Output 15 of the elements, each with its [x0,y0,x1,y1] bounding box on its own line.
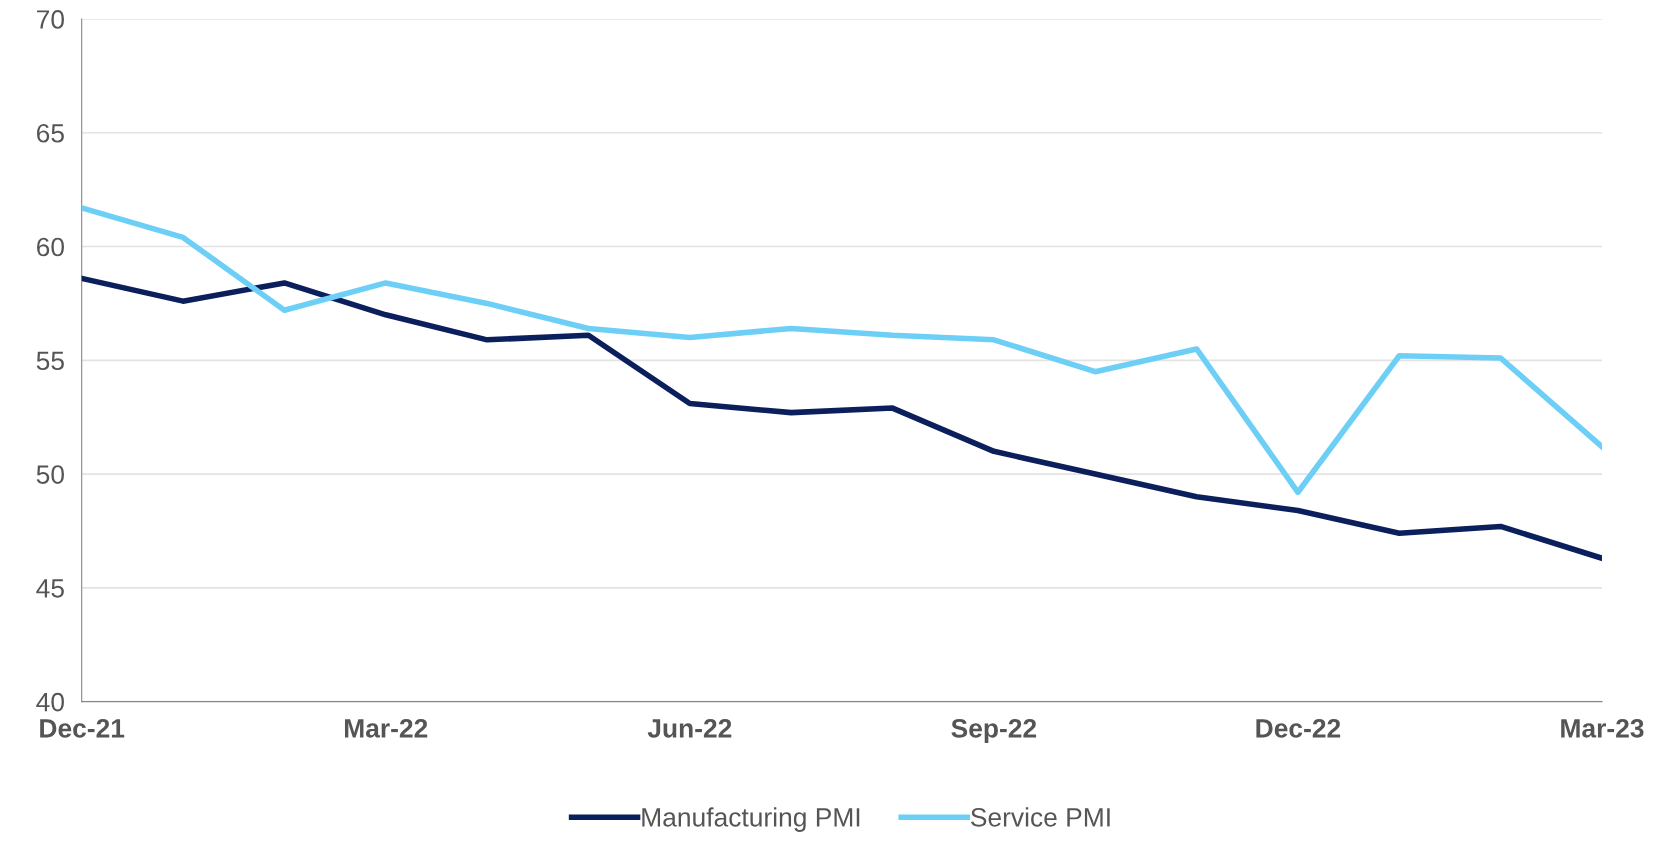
x-tick-label: Mar-23 [1561,718,1644,738]
y-tick-label: 40 [36,692,64,712]
x-tick-label: Jun-22 [647,718,732,738]
y-tick-label: 50 [36,465,64,484]
x-tick-label: Mar-22 [344,718,428,738]
y-tick-label: 65 [37,123,64,143]
y-tick-label: 55 [36,351,64,371]
x-tick-label: Sep-22 [951,718,1037,743]
y-tick-label: 70 [37,10,64,29]
legend-label: Service PMI [971,807,1110,827]
legend-label: Manufacturing PMI [642,807,860,832]
y-tick-label: 45 [36,579,64,598]
y-tick-label: 60 [37,237,64,257]
x-tick-label: Dec-21 [40,718,125,738]
x-tick-label: Dec-22 [1256,718,1341,738]
